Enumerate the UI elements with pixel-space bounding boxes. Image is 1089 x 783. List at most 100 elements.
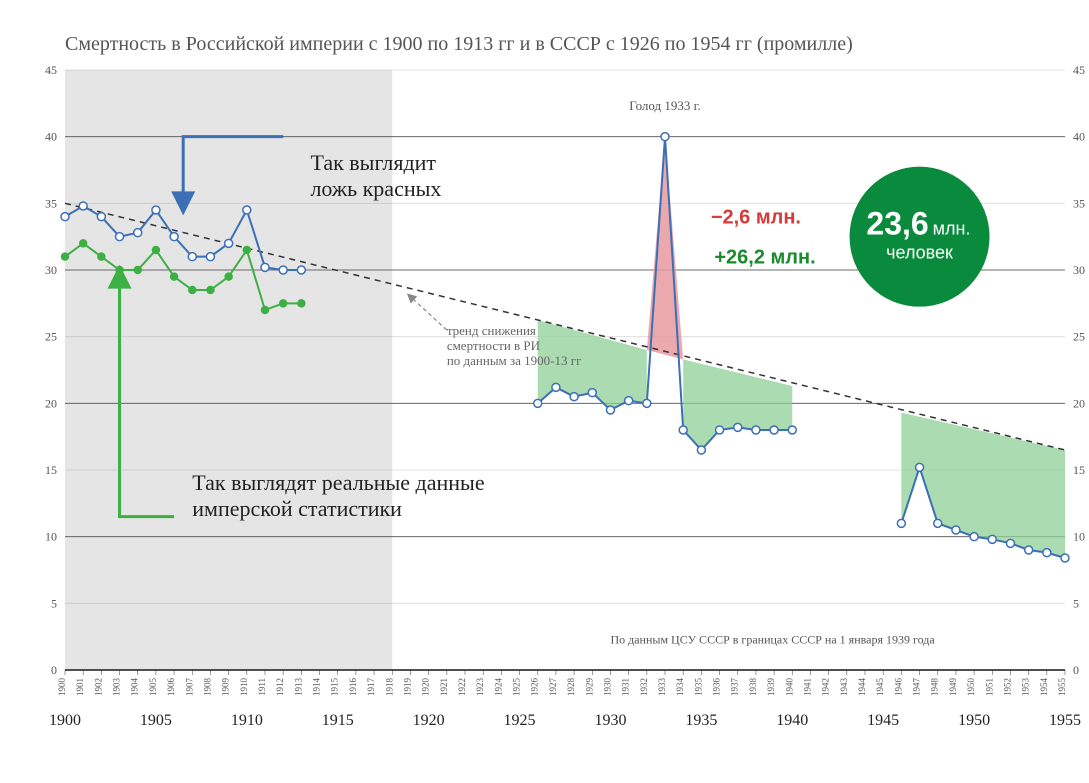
blue-series-marker — [61, 213, 69, 221]
y-tick-left: 25 — [45, 330, 57, 344]
x-tick-minor: 1923 — [475, 678, 485, 697]
blue-series-marker — [625, 397, 633, 405]
y-tick-right: 10 — [1073, 530, 1085, 544]
blue-series-marker — [1061, 554, 1069, 562]
y-tick-left: 10 — [45, 530, 57, 544]
source-text: По данным ЦСУ СССР в границах СССР на 1 … — [610, 632, 935, 646]
y-tick-left: 5 — [51, 596, 57, 610]
green-series-marker — [98, 253, 105, 260]
green-series-marker — [243, 247, 250, 254]
x-tick-minor: 1950 — [966, 678, 976, 697]
blue-series-marker — [661, 133, 669, 141]
x-tick-minor: 1919 — [402, 678, 412, 697]
blue-series-marker — [206, 253, 214, 261]
trend-label: смертности в РИ — [447, 338, 540, 353]
blue-series-marker — [1043, 549, 1051, 557]
x-tick-minor: 1946 — [893, 678, 903, 697]
blue-series-marker — [170, 233, 178, 241]
green-series-marker — [171, 273, 178, 280]
x-tick-minor: 1945 — [875, 678, 885, 697]
x-tick-minor: 1948 — [930, 678, 940, 697]
x-tick-minor: 1944 — [857, 678, 867, 697]
x-tick-minor: 1954 — [1039, 678, 1049, 697]
x-tick-minor: 1937 — [730, 678, 740, 697]
blue-series-marker — [934, 519, 942, 527]
x-tick-minor: 1924 — [493, 678, 503, 697]
x-tick-minor: 1939 — [766, 678, 776, 697]
x-tick-major: 1925 — [504, 712, 536, 729]
famine-label: Голод 1933 г. — [629, 98, 701, 113]
x-tick-major: 1950 — [958, 712, 990, 729]
blue-series-marker — [716, 426, 724, 434]
x-tick-minor: 1955 — [1057, 678, 1067, 697]
trend-label: по данным за 1900-13 гг — [447, 353, 582, 368]
x-tick-minor: 1926 — [530, 678, 540, 697]
x-tick-minor: 1905 — [148, 678, 158, 697]
green-series-marker — [189, 287, 196, 294]
x-tick-minor: 1925 — [512, 678, 522, 697]
x-tick-minor: 1912 — [275, 678, 285, 696]
summary-value: 23,6 — [866, 206, 928, 242]
trend-pointer — [410, 297, 446, 330]
blue-series-marker — [679, 426, 687, 434]
blue-series-marker — [1025, 546, 1033, 554]
x-tick-minor: 1929 — [584, 678, 594, 697]
y-tick-right: 25 — [1073, 330, 1085, 344]
blue-series-marker — [752, 426, 760, 434]
chart-svg: 005510101515202025253030353540404545Смер… — [20, 20, 1089, 763]
x-tick-minor: 1901 — [75, 678, 85, 696]
y-tick-right: 40 — [1073, 130, 1085, 144]
blue-series-marker — [916, 463, 924, 471]
x-tick-minor: 1904 — [130, 678, 140, 697]
y-tick-right: 45 — [1073, 63, 1085, 77]
x-tick-minor: 1935 — [693, 678, 703, 697]
x-tick-minor: 1951 — [984, 678, 994, 696]
x-tick-minor: 1927 — [548, 678, 558, 697]
blue-series-marker — [188, 253, 196, 261]
x-tick-minor: 1911 — [257, 678, 267, 696]
y-tick-left: 40 — [45, 130, 57, 144]
green-series-marker — [152, 247, 159, 254]
blue-series-marker — [643, 399, 651, 407]
y-tick-right: 35 — [1073, 196, 1085, 210]
x-tick-minor: 1938 — [748, 678, 758, 697]
x-tick-minor: 1900 — [57, 678, 67, 697]
y-tick-left: 35 — [45, 196, 57, 210]
x-tick-minor: 1914 — [312, 678, 322, 697]
x-tick-minor: 1915 — [330, 678, 340, 697]
x-tick-minor: 1936 — [712, 678, 722, 697]
y-tick-left: 20 — [45, 396, 57, 410]
blue-series-marker — [970, 533, 978, 541]
blue-series-marker — [734, 423, 742, 431]
chart-container: 005510101515202025253030353540404545Смер… — [20, 20, 1089, 763]
green-series-marker — [62, 253, 69, 260]
x-tick-minor: 1909 — [221, 678, 231, 697]
summary-mln: млн. — [933, 219, 971, 239]
x-tick-minor: 1903 — [112, 678, 122, 697]
gain-fill — [683, 359, 792, 450]
blue-series-marker — [1006, 539, 1014, 547]
blue-series-marker — [952, 526, 960, 534]
blue-series-marker — [988, 535, 996, 543]
x-tick-minor: 1934 — [675, 678, 685, 697]
x-tick-minor: 1949 — [948, 678, 958, 697]
blue-series-marker — [79, 202, 87, 210]
x-tick-major: 1940 — [776, 712, 808, 729]
chart-title: Смертность в Российской империи с 1900 п… — [65, 33, 853, 55]
green-series-marker — [80, 240, 87, 247]
x-tick-major: 1930 — [594, 712, 626, 729]
real-data-label: имперской статистики — [192, 496, 402, 521]
blue-series-marker — [97, 213, 105, 221]
x-tick-minor: 1928 — [566, 678, 576, 697]
x-tick-major: 1900 — [49, 712, 81, 729]
blue-series-marker — [606, 406, 614, 414]
x-tick-major: 1910 — [231, 712, 263, 729]
x-tick-major: 1955 — [1049, 712, 1081, 729]
x-tick-minor: 1908 — [202, 678, 212, 697]
x-tick-minor: 1922 — [457, 678, 467, 696]
green-series-marker — [207, 287, 214, 294]
summary-people: человек — [886, 243, 953, 263]
x-tick-minor: 1943 — [839, 678, 849, 697]
x-tick-minor: 1902 — [93, 678, 103, 696]
x-tick-minor: 1913 — [293, 678, 303, 697]
